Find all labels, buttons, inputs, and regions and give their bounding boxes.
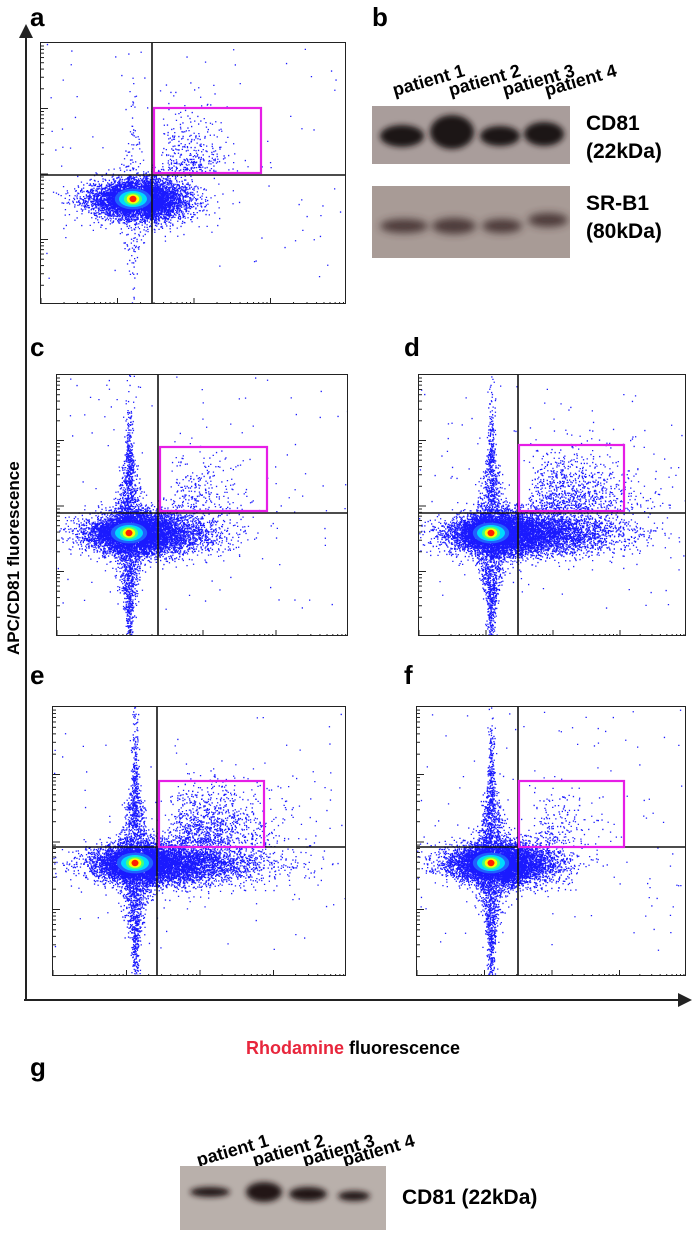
density-hotspot — [110, 522, 148, 544]
x-axis-label: Rhodamine fluorescence — [246, 1038, 460, 1059]
axis-ticks — [53, 709, 345, 975]
panel-label-c: c — [30, 332, 45, 362]
flow-plot-c — [56, 374, 348, 636]
panel-label-b: b — [372, 2, 388, 32]
blot-b-cd81-size: (22kDa) — [586, 140, 662, 164]
blot-g-cd81-image — [180, 1166, 386, 1230]
blot-b-srb1-name: SR-B1 — [586, 192, 650, 215]
density-hotspot — [116, 852, 154, 874]
blot-b-cd81-label: CD81 (22kDa) — [586, 110, 662, 167]
flow-plot-d-canvas — [419, 375, 685, 635]
flow-plot-c-canvas — [57, 375, 347, 635]
x-axis-arrow — [24, 993, 692, 1007]
flow-plot-f-canvas — [417, 707, 685, 975]
flow-events — [417, 707, 683, 975]
flow-plot-e-canvas — [53, 707, 345, 975]
x-axis-label-rhodamine: Rhodamine — [246, 1038, 345, 1058]
axis-ticks — [41, 45, 344, 303]
panel-label-e: e — [30, 660, 45, 690]
flow-plot-d — [418, 374, 686, 636]
blot-g-cd81-label: CD81 (22kDa) — [402, 1186, 538, 1209]
blot-b-srb1-size: (80kDa) — [586, 220, 662, 244]
density-hotspot — [472, 852, 510, 874]
flow-events — [53, 707, 345, 975]
flow-events — [57, 375, 347, 635]
flow-events — [419, 376, 685, 635]
axis-ticks — [417, 709, 685, 975]
axis-ticks — [57, 377, 347, 635]
flow-plot-f — [416, 706, 686, 976]
gate-rectangle — [158, 445, 269, 513]
density-hotspot — [114, 188, 152, 210]
flow-plot-a-canvas — [41, 43, 345, 303]
panel-label-d: d — [404, 332, 420, 362]
density-hotspot — [472, 522, 510, 544]
y-axis-label: APC/CD81 fluorescence — [4, 461, 23, 655]
flow-plot-a — [40, 42, 346, 304]
blot-b-srb1-image — [372, 186, 570, 258]
gate-rectangle — [517, 779, 626, 849]
gate-rectangle — [157, 779, 266, 849]
blot-b-cd81-image — [372, 106, 570, 164]
y-axis-arrow — [19, 24, 33, 1000]
panel-label-f: f — [404, 660, 413, 690]
flow-plot-e — [52, 706, 346, 976]
panel-label-a: a — [30, 2, 45, 32]
axis-ticks — [419, 377, 685, 635]
blot-b-cd81-name: CD81 — [586, 112, 640, 135]
blot-b-srb1-label: SR-B1 (80kDa) — [586, 190, 662, 247]
gate-rectangle — [517, 443, 626, 513]
gate-rectangle — [152, 106, 263, 175]
x-axis-label-suffix: fluorescence — [344, 1038, 461, 1058]
panel-label-g: g — [30, 1052, 46, 1082]
